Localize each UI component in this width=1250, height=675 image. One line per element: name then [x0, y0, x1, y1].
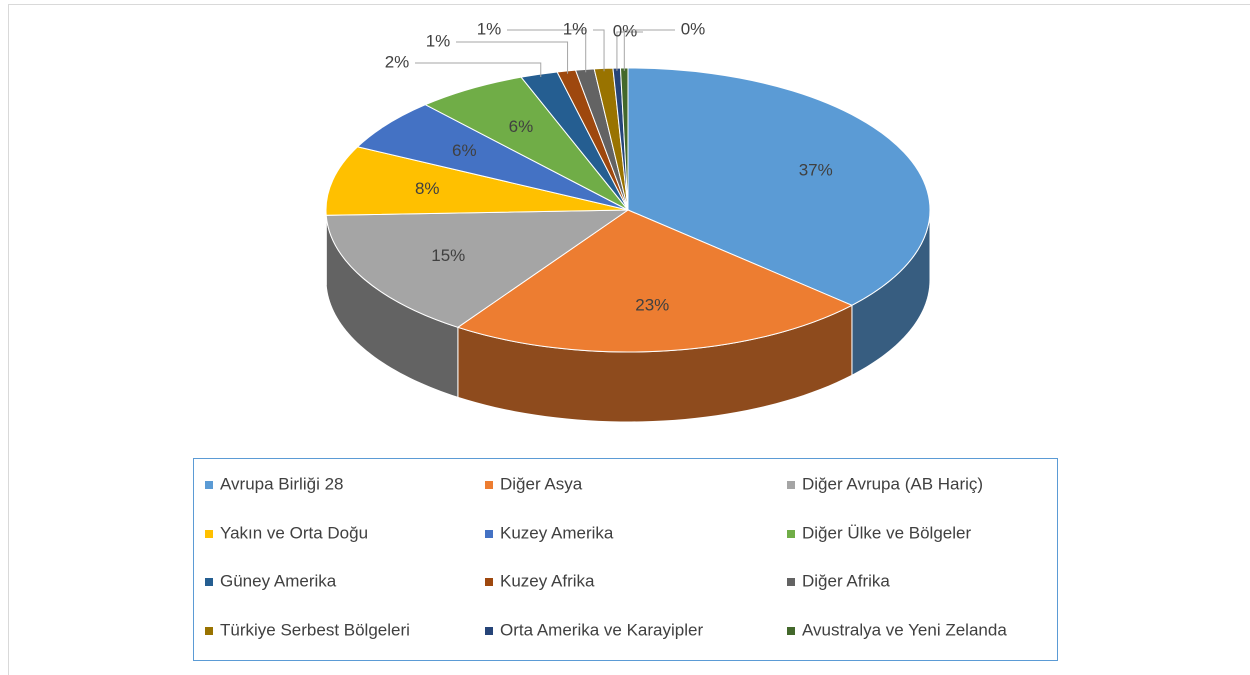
- legend-swatch: [485, 530, 493, 538]
- leader-line: [456, 41, 569, 74]
- data-label: 1%: [563, 19, 588, 38]
- data-label: 2%: [385, 52, 410, 71]
- data-label: 15%: [431, 246, 465, 265]
- slice: [325, 209, 630, 328]
- legend-label: Türkiye Serbest Bölgeleri: [220, 620, 410, 639]
- slice: [456, 209, 854, 353]
- legend-swatch: [787, 530, 795, 538]
- legend-swatch: [485, 578, 493, 586]
- data-label: 6%: [509, 117, 534, 136]
- legend-swatch: [485, 481, 493, 489]
- legend-swatch: [205, 578, 213, 586]
- data-label: 1%: [477, 19, 502, 38]
- legend-label: Diğer Avrupa (AB Hariç): [802, 474, 983, 493]
- data-label: 0%: [681, 19, 706, 38]
- data-label: 37%: [799, 160, 833, 179]
- leader-line: [593, 29, 605, 72]
- legend-swatch: [485, 627, 493, 635]
- data-label: 6%: [452, 141, 477, 160]
- leader-line: [616, 31, 643, 71]
- leader-line: [415, 62, 542, 78]
- legend-label: Kuzey Amerika: [500, 523, 614, 542]
- legend-swatch: [787, 578, 795, 586]
- data-label: 1%: [426, 31, 451, 50]
- slice: [627, 67, 931, 306]
- legend-label: Diğer Afrika: [802, 571, 890, 590]
- legend-label: Güney Amerika: [220, 571, 337, 590]
- legend-swatch: [205, 481, 213, 489]
- chart-frame: [8, 4, 1250, 675]
- legend-label: Diğer Asya: [500, 474, 583, 493]
- legend-label: Kuzey Afrika: [500, 571, 595, 590]
- slice: [325, 146, 629, 216]
- legend-label: Avustralya ve Yeni Zelanda: [802, 620, 1007, 639]
- legend-swatch: [787, 627, 795, 635]
- legend-label: Diğer Ülke ve Bölgeler: [802, 523, 971, 542]
- legend-swatch: [787, 481, 795, 489]
- legend-label: Yakın ve Orta Doğu: [220, 523, 368, 542]
- legend-swatch: [205, 530, 213, 538]
- data-label: 8%: [415, 179, 440, 198]
- legend-box: [193, 458, 1058, 661]
- legend-label: Avrupa Birliği 28: [220, 474, 343, 493]
- leader-line: [507, 29, 587, 73]
- leader-line: [623, 29, 675, 71]
- legend-swatch: [205, 627, 213, 635]
- data-label: 23%: [635, 295, 669, 314]
- data-label: 0%: [613, 21, 638, 40]
- legend-label: Orta Amerika ve Karayipler: [500, 620, 703, 639]
